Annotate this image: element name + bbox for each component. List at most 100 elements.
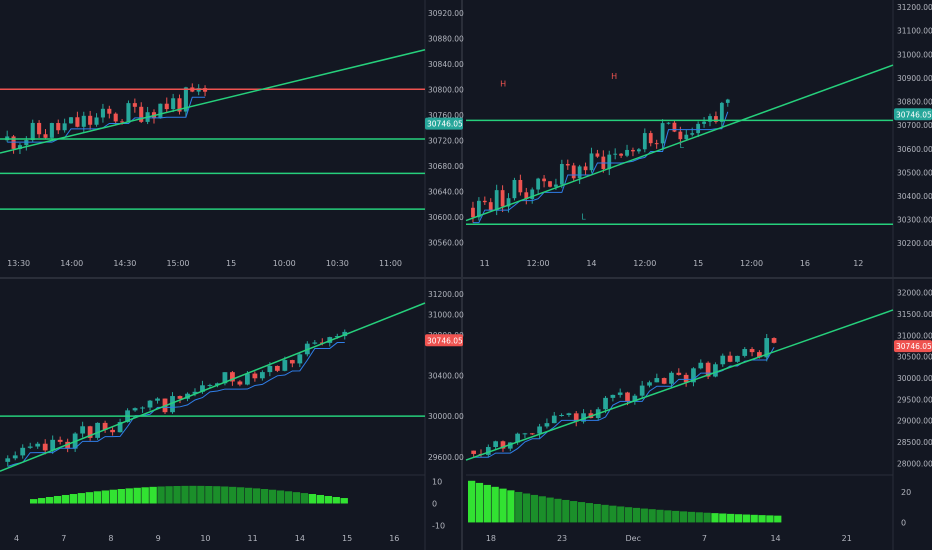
time-axis-tick: 4: [14, 534, 19, 543]
histogram-bar: [197, 485, 205, 504]
candle-body: [20, 447, 26, 456]
candle-body: [613, 153, 618, 155]
price-axis-tick: 30700.00: [897, 121, 932, 130]
histogram-bar: [554, 498, 562, 523]
candle-body: [289, 360, 295, 364]
price-axis-tick: 30840.00: [428, 60, 464, 69]
histogram-bar: [260, 489, 269, 504]
time-axis-tick: 14:00: [60, 259, 83, 268]
histogram-bar: [734, 514, 743, 523]
candle-body: [12, 455, 18, 459]
candle-body: [230, 372, 235, 382]
price-axis-tick: 31000.00: [897, 50, 932, 59]
histogram-bar: [538, 496, 546, 523]
price-axis-tick: 30800.00: [897, 98, 932, 107]
candle-body: [183, 87, 188, 112]
candle-body: [177, 396, 183, 399]
candle-body: [559, 414, 564, 416]
candle-body: [471, 207, 475, 218]
last-price-tag: [894, 108, 932, 121]
candle-body: [27, 446, 33, 448]
candle-body: [757, 352, 762, 358]
histogram-bar: [117, 489, 125, 504]
histogram-bar: [252, 488, 261, 504]
price-axis-tick: 30400.00: [897, 192, 932, 201]
candle-body: [537, 426, 542, 434]
histogram-bar: [727, 513, 735, 523]
time-axis-tick: 15:00: [166, 259, 189, 268]
candle-body: [17, 145, 22, 149]
candle-body: [691, 368, 696, 383]
candle-body: [617, 392, 623, 395]
candle-body: [512, 179, 517, 199]
histogram-bar: [141, 487, 149, 504]
candle-body: [529, 433, 535, 435]
price-axis-tick: 31500.00: [897, 310, 932, 319]
histogram-bar: [45, 497, 54, 504]
candle-body: [565, 164, 570, 166]
candle-body: [37, 122, 42, 135]
pattern-label: L: [581, 212, 586, 221]
histogram-bar: [189, 485, 197, 504]
candle-body: [312, 342, 318, 344]
price-axis-tick: 30300.00: [897, 216, 932, 225]
candle-body: [771, 338, 777, 343]
price-axis-tick: 30200.00: [897, 239, 932, 248]
candle-body: [705, 362, 711, 377]
candle-body: [554, 184, 558, 187]
price-axis-tick: 30000.00: [428, 412, 464, 421]
price-axis-tick: 32000.00: [897, 289, 932, 298]
candle-body: [669, 372, 674, 384]
candle-body: [50, 439, 56, 451]
last-price-tag: [425, 334, 463, 347]
price-axis-tick: 30560.00: [428, 238, 464, 247]
time-axis-tick: 10:30: [326, 259, 349, 268]
histogram-bar: [324, 495, 332, 504]
candle-body: [5, 458, 11, 462]
candle-body: [485, 447, 491, 455]
histogram-bar: [165, 486, 173, 504]
indicator-axis-tick: 10: [432, 477, 442, 486]
candle-body: [603, 397, 608, 410]
histogram-bar: [632, 507, 641, 523]
candle-body: [132, 408, 138, 411]
candle-body: [11, 136, 16, 149]
candle-body: [500, 190, 505, 207]
histogram-bar: [624, 507, 633, 523]
histogram-bar: [593, 503, 601, 523]
candle-body: [632, 395, 638, 402]
candle-body: [155, 398, 160, 401]
candle-body: [713, 364, 718, 377]
price-axis-tick: 30720.00: [428, 136, 464, 145]
time-axis-tick: 11:00: [379, 259, 402, 268]
candle-body: [719, 102, 724, 122]
candle-body: [571, 165, 576, 179]
candle-body: [132, 103, 137, 107]
time-axis-tick: 15: [342, 534, 352, 543]
time-axis-tick: 16: [389, 534, 399, 543]
candle-body: [215, 383, 220, 386]
histogram-bar: [601, 504, 609, 523]
histogram-bar: [609, 505, 617, 523]
price-axis-tick: 31000.00: [428, 310, 464, 319]
candle-body: [507, 442, 513, 449]
candle-body: [506, 198, 511, 207]
candle-body: [494, 190, 499, 211]
histogram-bar: [101, 490, 110, 504]
histogram-bar: [703, 512, 711, 523]
histogram-bar: [750, 514, 758, 523]
candle-body: [607, 154, 612, 170]
candle-body: [660, 123, 665, 144]
histogram-bar: [695, 512, 703, 523]
price-axis-tick: 30880.00: [428, 34, 464, 43]
candle-body: [170, 396, 175, 413]
candle-body: [515, 433, 520, 443]
indicator-axis-tick: 0: [901, 518, 906, 527]
candle-body: [471, 450, 477, 454]
price-axis-tick: 30500.00: [897, 353, 932, 362]
last-price-tag: [425, 117, 463, 130]
histogram-bar: [774, 515, 782, 523]
time-axis-tick: 18: [486, 534, 496, 543]
price-axis-tick: 30680.00: [428, 162, 464, 171]
candle-body: [654, 378, 660, 383]
